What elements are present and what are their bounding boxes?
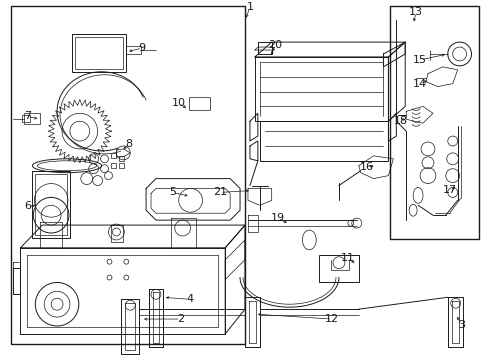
Text: 17: 17 [442,185,456,195]
Text: 5: 5 [169,188,176,197]
Bar [389,6,478,239]
Bar [32,171,70,238]
Bar [119,163,124,168]
Bar [119,156,124,161]
Text: 4: 4 [185,294,193,304]
Text: 15: 15 [412,55,426,65]
Bar [24,113,40,124]
Text: 10: 10 [171,98,185,108]
Bar [75,37,123,69]
Text: 9: 9 [138,43,145,53]
Text: 20: 20 [268,40,282,50]
Text: 6: 6 [24,201,31,211]
Bar [11,6,244,344]
Text: 7: 7 [24,111,31,121]
Text: 21: 21 [213,188,227,197]
Bar [22,115,30,122]
Text: 8: 8 [125,139,133,149]
Text: 12: 12 [325,314,338,324]
Bar [319,255,358,283]
Text: 11: 11 [340,253,354,263]
Bar [111,153,116,158]
Text: 18: 18 [393,116,407,126]
Text: 14: 14 [412,78,426,89]
Text: 13: 13 [408,8,422,17]
Text: 16: 16 [359,162,373,172]
Bar [188,96,210,111]
Text: 1: 1 [246,3,253,13]
Bar [35,174,67,235]
Text: 2: 2 [177,314,184,324]
Bar [72,34,126,72]
Text: 3: 3 [457,320,464,330]
Bar [111,163,116,168]
Text: 19: 19 [270,213,284,223]
